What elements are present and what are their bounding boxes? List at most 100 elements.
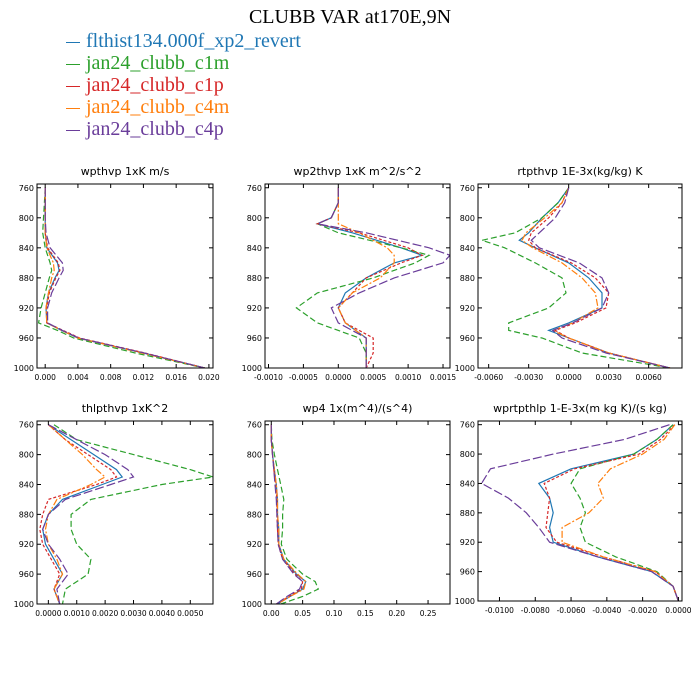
plot-frame [264, 183, 451, 369]
x-tick-label: 0.004 [67, 373, 89, 382]
y-tick-label: 840 [460, 479, 475, 488]
y-tick-label: 920 [460, 538, 475, 547]
y-tick-label: 880 [460, 274, 475, 283]
series-line [337, 187, 395, 368]
x-tick-label: -0.0060 [557, 606, 586, 615]
x-tick-label: 0.0030 [120, 609, 146, 618]
y-tick-label: 960 [460, 334, 475, 343]
chart-panel: wpthvp 1xK m/s76080084088092096010000.00… [14, 165, 220, 382]
x-tick-label: 0.15 [357, 609, 374, 618]
series-line [530, 187, 671, 368]
x-tick-label: -0.0080 [521, 606, 550, 615]
chart-panel: thlpthvp 1xK^276080084088092096010000.00… [14, 402, 214, 618]
y-tick-label: 960 [247, 334, 262, 343]
y-tick-label: 920 [460, 304, 475, 313]
y-tick-label: 880 [247, 510, 262, 519]
y-tick-label: 920 [19, 540, 34, 549]
x-tick-label: -0.0030 [514, 373, 543, 382]
y-tick-label: 760 [247, 421, 262, 430]
plot-frame [477, 183, 683, 369]
y-tick-label: 920 [247, 540, 262, 549]
series-line [270, 424, 320, 604]
y-tick-label: 1000 [242, 600, 262, 609]
x-tick-label: 0.020 [198, 373, 220, 382]
series-line [44, 187, 205, 368]
y-tick-label: 880 [19, 510, 34, 519]
plot-frame [264, 420, 451, 605]
y-tick-label: 1000 [455, 364, 475, 373]
series-line [315, 187, 450, 368]
x-tick-label: 0.10 [326, 609, 343, 618]
x-tick-label: 0.0000 [325, 373, 351, 382]
x-tick-label: 0.016 [165, 373, 187, 382]
y-tick-label: 840 [19, 244, 34, 253]
y-tick-label: 880 [247, 274, 262, 283]
y-tick-label: 760 [460, 421, 475, 430]
series-line [479, 187, 671, 368]
series-line [518, 187, 671, 368]
y-tick-label: 880 [19, 274, 34, 283]
x-tick-label: -0.0060 [474, 373, 503, 382]
x-tick-label: 0.0005 [360, 373, 386, 382]
y-tick-label: 960 [460, 568, 475, 577]
x-tick-label: 0.0000 [665, 606, 691, 615]
panel-title: thlpthvp 1xK^2 [82, 402, 169, 415]
legend-label: jan24_clubb_c4m [86, 96, 230, 118]
series-line [42, 424, 124, 604]
page-title: CLUBB VAR at170E,9N [248, 6, 452, 28]
y-tick-label: 760 [460, 184, 475, 193]
legend-swatch [66, 85, 80, 87]
plot-frame [477, 420, 683, 602]
x-tick-label: 0.008 [100, 373, 122, 382]
x-tick-label: -0.0005 [289, 373, 318, 382]
series-line [521, 187, 671, 368]
chart-panel: wprtpthlp 1-E-3x(m kg K)/(s kg) 760 800 840… [455, 402, 692, 615]
y-tick-label: 800 [460, 450, 475, 459]
y-tick-label: 840 [247, 480, 262, 489]
y-tick-label: 1000 [14, 364, 34, 373]
x-tick-label: -0.0100 [485, 606, 514, 615]
y-tick-label: 840 [19, 480, 34, 489]
y-tick-label: 800 [247, 451, 262, 460]
panel-title: rtpthvp 1E-3x(kg/kg) K [517, 165, 643, 178]
legend-entry: jan24_clubb_c1p [66, 74, 301, 96]
x-tick-label: 0.0000 [556, 373, 582, 382]
y-tick-label: 920 [247, 304, 262, 313]
x-tick-label: 0.0010 [395, 373, 421, 382]
series-line [480, 424, 679, 601]
legend-label: flthist134.000f_xp2_revert [86, 30, 301, 52]
legend-label: jan24_clubb_c4p [86, 118, 224, 140]
series-line [537, 424, 679, 601]
x-tick-label: 0.012 [133, 373, 155, 382]
y-tick-label: 960 [247, 570, 262, 579]
series-line [53, 424, 213, 604]
y-tick-label: 840 [460, 244, 475, 253]
plot-frame [36, 420, 214, 605]
x-tick-label: 0.05 [294, 609, 311, 618]
legend: flthist134.000f_xp2_revert jan24_clubb_c… [66, 30, 301, 140]
panel-title: wpthvp 1xK m/s [81, 165, 170, 178]
legend-swatch [66, 41, 80, 43]
series-line [561, 424, 679, 601]
series-line [39, 424, 118, 604]
y-tick-label: 800 [19, 451, 34, 460]
x-tick-label: 0.0015 [430, 373, 456, 382]
series-line [270, 424, 304, 604]
x-tick-label: -0.0040 [592, 606, 621, 615]
y-tick-label: 800 [19, 214, 34, 223]
panel-title: wprtpthlp 1-E-3x(m kg K)/(s kg) [493, 402, 667, 415]
y-tick-label: 760 [19, 184, 34, 193]
x-tick-label: 0.000 [34, 373, 56, 382]
x-tick-label: -0.0010 [254, 373, 283, 382]
x-tick-label: 0.0030 [596, 373, 622, 382]
series-line [570, 424, 679, 601]
legend-swatch [66, 129, 80, 131]
x-tick-label: -0.0020 [628, 606, 657, 615]
x-tick-label: 0.0010 [64, 609, 90, 618]
series-line [270, 424, 304, 604]
x-tick-label: 0.0060 [636, 373, 662, 382]
y-tick-label: 880 [460, 509, 475, 518]
chart-panel: rtpthvp 1E-3x(kg/kg) K 760 800 840 880 920 960… [455, 165, 683, 382]
series-line [44, 187, 205, 368]
